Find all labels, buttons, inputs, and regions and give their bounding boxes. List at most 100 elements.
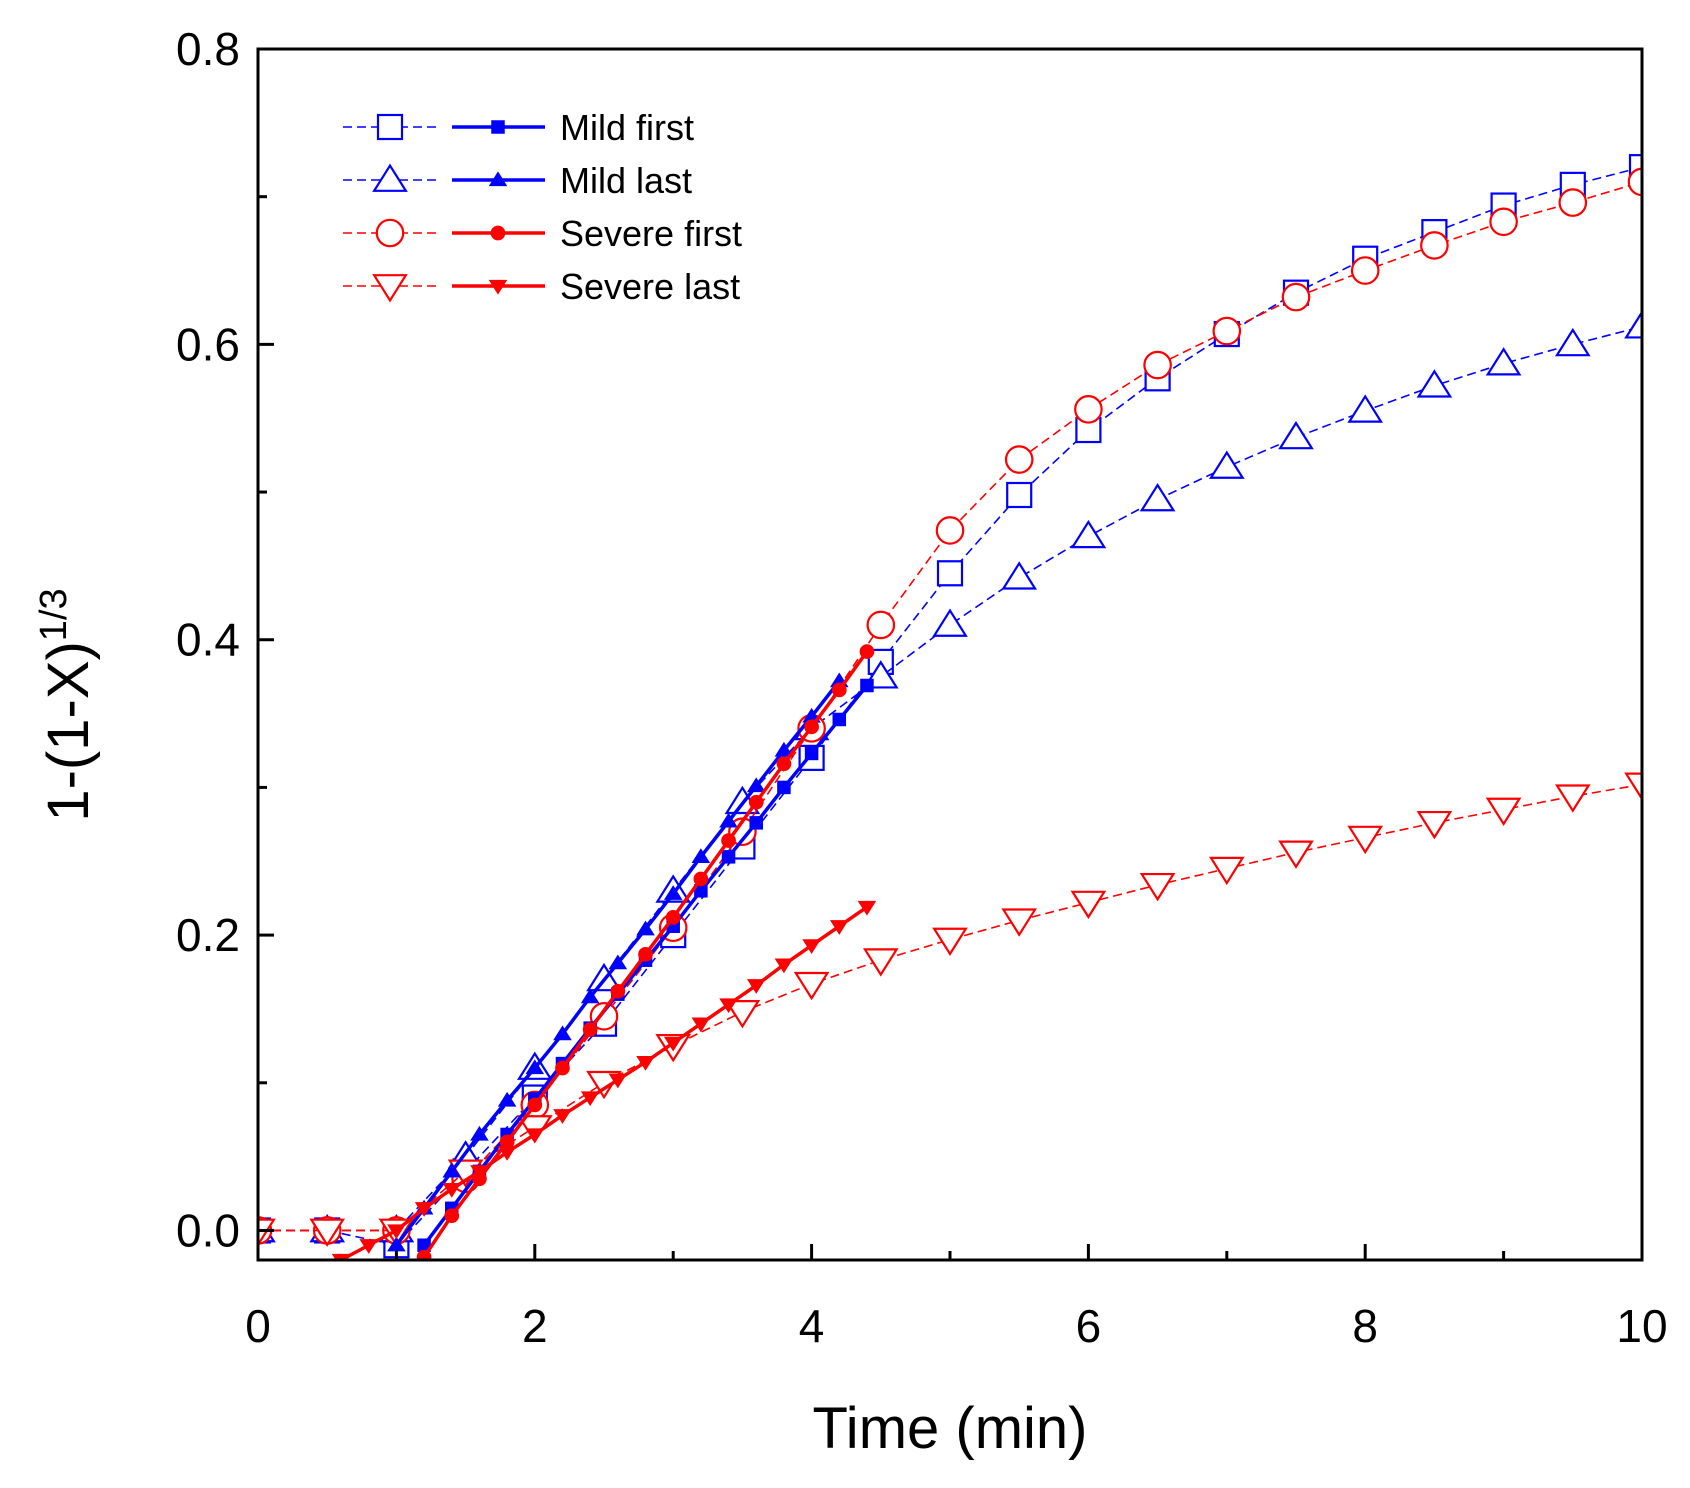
data-point — [553, 1109, 572, 1124]
data-point — [830, 920, 849, 935]
data-point — [691, 1017, 711, 1033]
data-point — [1485, 347, 1522, 376]
x-tick-label: 8 — [1352, 1300, 1378, 1352]
data-point — [416, 1249, 432, 1260]
y-tick-label: 0.4 — [176, 614, 240, 666]
legend-filled-marker — [488, 171, 508, 187]
legend-open-marker — [375, 218, 405, 248]
data-point — [1627, 167, 1642, 197]
data-point — [857, 900, 877, 916]
data-point — [1624, 310, 1642, 339]
data-point — [470, 1165, 489, 1180]
data-point — [387, 1236, 406, 1252]
data-point — [555, 1060, 570, 1076]
data-point — [442, 1182, 462, 1198]
series-line — [258, 181, 1642, 1232]
y-tick-label: 0.2 — [176, 909, 240, 961]
series-severe-first-filled — [416, 644, 875, 1260]
series-layer — [258, 154, 1642, 1260]
x-tick-label: 10 — [1616, 1300, 1667, 1352]
data-point — [774, 958, 794, 974]
data-point — [1554, 327, 1591, 357]
data-point — [1420, 231, 1449, 260]
data-point — [1208, 450, 1245, 479]
data-point — [719, 812, 738, 828]
data-point — [774, 741, 794, 757]
series-mild-last-open — [258, 310, 1642, 1243]
data-point — [1208, 856, 1245, 886]
data-point — [309, 1218, 346, 1247]
legend-label: Severe last — [560, 266, 740, 307]
data-point — [804, 719, 819, 735]
data-point — [1416, 369, 1453, 398]
legend-item-severe-last: Severe last — [343, 266, 740, 307]
x-tick-label: 4 — [799, 1300, 825, 1352]
legend-open-marker — [372, 163, 408, 192]
data-point — [859, 644, 875, 659]
data-point — [497, 1091, 517, 1107]
legend: Mild first Mild last Severe first Severe la… — [343, 107, 742, 307]
x-tick-label: 6 — [1076, 1300, 1102, 1352]
data-point — [1006, 481, 1033, 509]
data-point — [1004, 445, 1034, 474]
data-point — [582, 1022, 598, 1037]
data-point — [721, 833, 736, 848]
data-point — [525, 1128, 545, 1144]
data-point — [638, 946, 653, 962]
data-point — [1624, 772, 1642, 801]
data-point — [359, 1239, 378, 1254]
series-line — [258, 166, 1642, 1247]
data-point — [1485, 797, 1522, 827]
data-point — [608, 954, 628, 970]
legend-label: Mild first — [560, 107, 694, 148]
legend-open-marker — [376, 113, 404, 141]
data-point — [862, 948, 899, 977]
data-point — [691, 848, 711, 863]
data-point — [866, 610, 896, 640]
data-point — [749, 816, 763, 830]
data-point — [414, 1202, 434, 1217]
data-point — [1278, 420, 1314, 450]
data-point — [802, 939, 821, 955]
data-point — [1347, 825, 1384, 855]
data-point — [1139, 872, 1176, 902]
data-point — [777, 780, 791, 795]
data-point — [776, 756, 792, 772]
y-axis-title: 1-(1-X)1/3 — [33, 588, 101, 821]
data-point — [693, 871, 709, 887]
data-point — [724, 999, 761, 1029]
data-point — [1558, 188, 1588, 217]
axes-layer: 0 2 4 6 8 10 0.0 0.2 0.4 0.6 0.8 — [176, 23, 1668, 1352]
data-point — [860, 678, 874, 693]
data-point — [1489, 207, 1518, 237]
legend-item-mild-first: Mild first — [343, 107, 694, 148]
data-point — [932, 608, 968, 637]
y-tick-label: 0.6 — [176, 318, 240, 370]
data-point — [746, 777, 766, 793]
data-point — [258, 1218, 276, 1247]
y-tick-label: 0.8 — [176, 23, 240, 75]
data-point — [553, 1025, 572, 1041]
data-point — [748, 794, 764, 810]
data-point — [1278, 840, 1314, 869]
series-severe-last-filled — [331, 900, 877, 1260]
data-point — [442, 1162, 462, 1178]
series-mild-first-open — [258, 154, 1642, 1259]
legend-filled-marker — [488, 279, 508, 295]
data-point — [665, 910, 681, 925]
data-point — [527, 1097, 543, 1113]
legend-item-mild-last: Mild last — [343, 160, 692, 201]
data-point — [1416, 810, 1453, 840]
legend-item-severe-first: Severe first — [343, 213, 742, 254]
data-point — [1212, 316, 1242, 346]
data-point — [1143, 350, 1172, 380]
data-point — [1347, 394, 1384, 423]
data-point — [1001, 908, 1038, 937]
data-point — [470, 1125, 489, 1141]
data-point — [589, 1002, 619, 1031]
data-point — [936, 560, 964, 587]
y-axis-title-superscript: 1/3 — [33, 588, 75, 641]
data-point — [746, 979, 766, 994]
data-point — [1139, 482, 1176, 512]
data-point — [580, 1091, 600, 1107]
